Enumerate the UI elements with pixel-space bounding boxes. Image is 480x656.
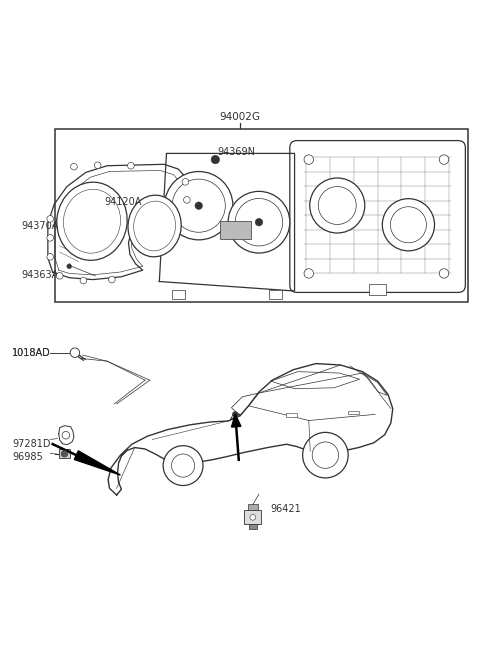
Circle shape: [383, 199, 434, 251]
Circle shape: [255, 218, 263, 226]
Text: 94369N: 94369N: [218, 148, 256, 157]
Bar: [172, 290, 185, 298]
Circle shape: [165, 171, 233, 240]
Circle shape: [80, 277, 87, 284]
Circle shape: [71, 348, 79, 357]
Circle shape: [128, 163, 134, 169]
Bar: [55, 129, 468, 302]
Circle shape: [312, 442, 338, 468]
Circle shape: [56, 272, 63, 279]
Circle shape: [67, 264, 72, 269]
Text: 96985: 96985: [12, 452, 43, 462]
Circle shape: [232, 411, 238, 417]
Text: 96421: 96421: [271, 504, 301, 514]
Circle shape: [62, 432, 70, 439]
Bar: [220, 220, 251, 239]
Circle shape: [304, 269, 313, 278]
Circle shape: [235, 199, 283, 246]
Circle shape: [47, 216, 54, 222]
FancyBboxPatch shape: [290, 140, 466, 293]
Text: 1018AD: 1018AD: [12, 348, 51, 358]
Bar: [269, 290, 282, 298]
Bar: [244, 510, 261, 524]
Circle shape: [108, 276, 115, 283]
Text: 94002G: 94002G: [219, 112, 261, 121]
Circle shape: [182, 178, 189, 185]
Bar: [287, 413, 297, 417]
Circle shape: [310, 178, 365, 233]
Circle shape: [439, 155, 449, 164]
Circle shape: [302, 432, 348, 478]
Circle shape: [172, 179, 225, 232]
Bar: [348, 411, 359, 415]
Ellipse shape: [134, 201, 176, 251]
Circle shape: [228, 192, 290, 253]
Text: 1018AD: 1018AD: [12, 348, 51, 358]
Text: 94120A: 94120A: [105, 197, 142, 207]
Circle shape: [171, 454, 194, 477]
Circle shape: [304, 155, 313, 164]
Bar: [369, 284, 386, 295]
Bar: [59, 449, 70, 459]
Text: 94363A: 94363A: [22, 270, 59, 280]
Circle shape: [70, 348, 80, 358]
Ellipse shape: [63, 190, 120, 253]
Circle shape: [250, 514, 256, 520]
Circle shape: [71, 163, 77, 170]
Circle shape: [61, 451, 68, 457]
Ellipse shape: [128, 195, 181, 256]
Circle shape: [163, 445, 203, 485]
Circle shape: [211, 155, 219, 164]
Polygon shape: [231, 415, 241, 427]
Bar: [249, 524, 257, 529]
Polygon shape: [74, 451, 120, 475]
Circle shape: [47, 253, 54, 260]
Circle shape: [95, 162, 101, 169]
Circle shape: [47, 235, 54, 241]
Bar: [248, 504, 258, 510]
Circle shape: [318, 186, 356, 224]
Circle shape: [439, 269, 449, 278]
Text: 94370A: 94370A: [22, 221, 59, 231]
Circle shape: [195, 202, 203, 209]
Circle shape: [183, 197, 190, 203]
Ellipse shape: [57, 182, 127, 260]
Text: 97281D: 97281D: [12, 440, 51, 449]
Circle shape: [390, 207, 426, 243]
